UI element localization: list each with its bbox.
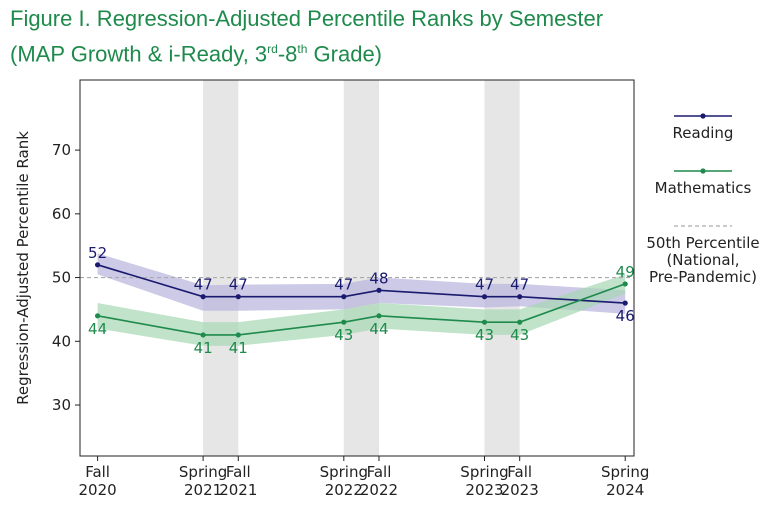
x-tick-label-0-line2: 2020 <box>78 481 116 499</box>
x-tick-label-6-line1: Fall <box>507 463 532 481</box>
legend-label-reference-2: Pre-Pandemic) <box>649 268 757 286</box>
data-label-mathematics-1: 41 <box>194 339 213 357</box>
data-label-mathematics-7: 49 <box>616 263 635 281</box>
point-mathematics-3 <box>341 319 347 325</box>
data-label-mathematics-2: 41 <box>229 339 248 357</box>
x-tick-label-4-line2: 2022 <box>360 481 398 499</box>
data-label-mathematics-6: 43 <box>510 326 529 344</box>
chart-title: Figure I. Regression-Adjusted Percentile… <box>10 4 603 69</box>
point-reading-5 <box>481 294 488 300</box>
data-labels-group: 52 47 47 47 48 47 47 46 44 41 41 43 44 43 43 49 <box>88 244 635 357</box>
confidence-bands-group <box>97 253 626 346</box>
point-reading-1 <box>200 294 206 300</box>
legend-label-reference-1: (National, <box>666 251 739 269</box>
y-tick-label-50: 50 <box>52 269 71 287</box>
x-tick-label-3-line1: Spring <box>320 463 368 481</box>
data-label-reading-4: 48 <box>369 269 388 287</box>
point-reading-6 <box>517 294 523 300</box>
point-mathematics-7 <box>622 281 628 287</box>
y-tick-label-70: 70 <box>52 141 71 159</box>
title-line-1: Figure I. Regression-Adjusted Percentile… <box>10 6 604 31</box>
spring-shade-2 <box>484 80 520 456</box>
point-mathematics-6 <box>517 319 523 325</box>
plot-frame <box>79 79 635 457</box>
spring-shade-0 <box>203 80 239 456</box>
x-tick-label-7-line2: 2024 <box>606 481 644 499</box>
legend-label-reference-0: 50th Percentile <box>646 234 759 252</box>
y-tick-label-60: 60 <box>52 205 71 223</box>
x-axis: Fall2020Spring2021Fall2021Spring2022Fall… <box>78 456 649 499</box>
data-label-reading-6: 47 <box>510 276 529 294</box>
x-tick-label-0-line1: Fall <box>85 463 110 481</box>
data-label-reading-2: 47 <box>229 276 248 294</box>
point-mathematics-1 <box>200 332 206 338</box>
band-reading <box>97 253 626 314</box>
x-tick-label-1-line1: Spring <box>179 463 227 481</box>
x-tick-label-5-line2: 2023 <box>465 481 503 499</box>
data-label-reading-3: 47 <box>334 276 353 294</box>
point-mathematics-4 <box>376 313 382 319</box>
title-line-2: (MAP Growth & i-Ready, 3rd-8th Grade) <box>10 41 383 67</box>
data-label-mathematics-4: 44 <box>369 320 388 338</box>
data-label-reading-7: 46 <box>616 307 635 325</box>
legend-label-mathematics: Mathematics <box>655 179 752 197</box>
y-axis-label: Regression-Adjusted Percentile Rank <box>14 131 32 405</box>
legend-marker-mathematics <box>700 168 706 174</box>
y-axis: 30 40 50 60 70 <box>52 141 80 414</box>
point-reading-4 <box>376 287 382 293</box>
x-tick-label-2-line1: Fall <box>226 463 251 481</box>
series-lines-group <box>97 264 626 336</box>
data-label-mathematics-0: 44 <box>88 320 107 338</box>
legend-label-reading: Reading <box>673 124 734 142</box>
x-tick-label-7-line1: Spring <box>601 463 649 481</box>
point-reading-2 <box>235 294 241 300</box>
data-label-reading-0: 52 <box>88 244 107 262</box>
x-tick-label-1-line2: 2021 <box>184 481 222 499</box>
y-tick-label-30: 30 <box>52 396 71 414</box>
point-mathematics-5 <box>481 319 488 325</box>
point-mathematics-0 <box>94 313 101 319</box>
legend-marker-reading <box>700 113 706 119</box>
x-tick-label-5-line1: Spring <box>460 463 508 481</box>
point-reading-7 <box>622 300 628 306</box>
point-reading-3 <box>341 294 347 300</box>
data-label-reading-1: 47 <box>194 276 213 294</box>
y-tick-label-40: 40 <box>52 332 71 350</box>
point-mathematics-2 <box>235 332 241 338</box>
x-tick-label-6-line2: 2023 <box>501 481 539 499</box>
x-tick-label-4-line1: Fall <box>367 463 392 481</box>
point-reading-0 <box>94 262 101 268</box>
line-reading <box>97 264 626 304</box>
spring-shade-1 <box>343 80 379 456</box>
data-label-mathematics-3: 43 <box>334 326 353 344</box>
line-mathematics <box>97 283 626 336</box>
x-tick-label-3-line2: 2022 <box>325 481 363 499</box>
data-label-mathematics-5: 43 <box>475 326 494 344</box>
x-tick-label-2-line2: 2021 <box>219 481 257 499</box>
spring-shading-group <box>203 80 520 456</box>
data-points-group <box>94 262 628 338</box>
band-mathematics <box>97 274 626 346</box>
legend: Reading Mathematics 50th Percentile(Nation… <box>646 113 760 286</box>
data-label-reading-5: 47 <box>475 276 494 294</box>
